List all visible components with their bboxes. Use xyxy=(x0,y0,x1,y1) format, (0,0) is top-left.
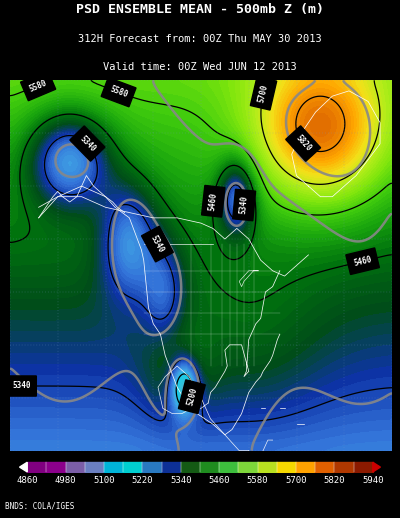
Bar xyxy=(181,462,200,472)
Text: 5220: 5220 xyxy=(132,476,153,484)
Text: 5340: 5340 xyxy=(239,195,250,214)
Bar xyxy=(162,462,181,472)
Polygon shape xyxy=(20,462,27,472)
Text: 5460: 5460 xyxy=(352,255,373,268)
Text: 5100: 5100 xyxy=(93,476,115,484)
Bar xyxy=(354,462,373,472)
Text: 5340: 5340 xyxy=(170,476,192,484)
Text: 5340: 5340 xyxy=(12,381,31,391)
Bar xyxy=(238,462,258,472)
Bar xyxy=(85,462,104,472)
Text: 5580: 5580 xyxy=(108,85,129,99)
Bar xyxy=(142,462,162,472)
Text: PSD ENSEMBLE MEAN - 500mb Z (m): PSD ENSEMBLE MEAN - 500mb Z (m) xyxy=(76,4,324,17)
Text: 5340: 5340 xyxy=(78,134,97,153)
Bar xyxy=(104,462,123,472)
Bar xyxy=(296,462,315,472)
Text: 312H Forecast from: 00Z Thu MAY 30 2013: 312H Forecast from: 00Z Thu MAY 30 2013 xyxy=(78,34,322,44)
Text: 5200: 5200 xyxy=(185,386,198,407)
Text: Valid time: 00Z Wed JUN 12 2013: Valid time: 00Z Wed JUN 12 2013 xyxy=(103,62,297,71)
Bar xyxy=(46,462,66,472)
Text: 5940: 5940 xyxy=(362,476,384,484)
Bar xyxy=(123,462,142,472)
Text: 5820: 5820 xyxy=(294,134,313,153)
Text: BNDS: COLA/IGES: BNDS: COLA/IGES xyxy=(5,501,74,511)
Text: 5700: 5700 xyxy=(285,476,307,484)
Text: 5460: 5460 xyxy=(208,476,230,484)
Text: 5340: 5340 xyxy=(149,234,166,254)
Polygon shape xyxy=(373,462,380,472)
Text: 5820: 5820 xyxy=(324,476,345,484)
Text: 5460: 5460 xyxy=(208,192,219,211)
Bar xyxy=(315,462,334,472)
Bar xyxy=(277,462,296,472)
Bar xyxy=(200,462,219,472)
Text: 5700: 5700 xyxy=(257,83,270,104)
Bar xyxy=(27,462,46,472)
Text: 5580: 5580 xyxy=(247,476,268,484)
Bar xyxy=(258,462,277,472)
Bar xyxy=(66,462,85,472)
Text: 5580: 5580 xyxy=(28,78,48,93)
Text: 4860: 4860 xyxy=(16,476,38,484)
Bar xyxy=(334,462,354,472)
Text: 4980: 4980 xyxy=(55,476,76,484)
Bar xyxy=(219,462,238,472)
